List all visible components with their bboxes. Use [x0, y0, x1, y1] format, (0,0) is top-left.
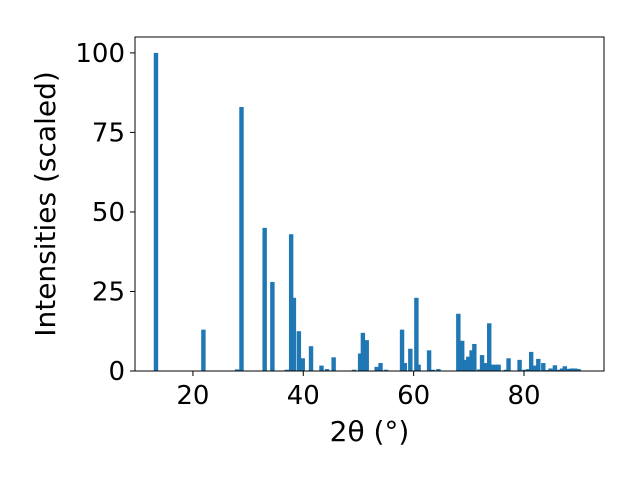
x-tick-label: 40: [287, 381, 320, 411]
x-tick-label: 60: [397, 381, 430, 411]
bar: [364, 340, 369, 371]
bar: [288, 234, 294, 371]
bar: [462, 359, 468, 371]
bar: [308, 346, 314, 371]
bar: [331, 357, 336, 371]
bar: [153, 52, 159, 372]
ticks-layer: 20 40 60 80 0 25 50 75 100: [75, 39, 540, 411]
bar: [201, 329, 206, 371]
bar: [383, 369, 389, 371]
x-tick-label: 80: [507, 381, 540, 411]
bar: [459, 340, 465, 371]
bar: [239, 106, 244, 371]
bar: [562, 366, 568, 371]
bar: [576, 369, 581, 371]
bar: [469, 350, 474, 371]
bar: [532, 365, 538, 371]
y-tick-label: 25: [92, 277, 125, 307]
bar: [479, 355, 485, 371]
bar: [552, 365, 558, 371]
x-tick-label: 20: [176, 381, 209, 411]
bars-layer: [153, 52, 581, 372]
bar: [517, 359, 522, 371]
bar: [506, 358, 511, 371]
bar: [493, 364, 499, 371]
bar: [270, 281, 275, 371]
bar: [357, 353, 363, 371]
bar: [416, 364, 421, 371]
bar: [477, 369, 482, 371]
bar: [414, 297, 419, 371]
bar: [483, 363, 489, 371]
bar: [399, 329, 405, 371]
bar: [566, 368, 571, 371]
bar: [374, 366, 379, 371]
bar: [559, 368, 565, 371]
bar: [528, 351, 534, 371]
bar: [503, 369, 508, 371]
y-tick-label: 75: [92, 118, 125, 148]
bar: [408, 348, 413, 371]
bar: [496, 364, 501, 371]
bar: [291, 297, 297, 371]
bar: [487, 323, 492, 371]
bar: [319, 365, 324, 371]
bar: [548, 368, 553, 371]
bar: [430, 369, 436, 371]
bar: [284, 369, 289, 371]
y-axis-label: Intensities (scaled): [29, 71, 62, 337]
bar: [472, 343, 477, 371]
y-tick-label: 100: [75, 39, 125, 69]
bar: [234, 369, 240, 371]
y-tick-label: 0: [108, 357, 125, 387]
bar: [296, 331, 302, 371]
x-axis-label: 2θ (°): [330, 415, 410, 448]
bar: [351, 369, 357, 371]
bar: [536, 358, 541, 371]
bar: [489, 364, 495, 371]
bar: [426, 350, 432, 371]
y-tick-label: 50: [92, 198, 125, 228]
bar: [573, 368, 578, 371]
bar: [456, 313, 461, 371]
plot-frame: [134, 36, 605, 372]
bar: [569, 368, 575, 371]
bar: [262, 227, 267, 371]
bar: [300, 358, 305, 371]
bar: [466, 356, 471, 371]
bar: [324, 369, 330, 371]
bar: [556, 369, 561, 371]
bar: [522, 369, 527, 371]
bar: [402, 363, 408, 371]
bar: [360, 332, 366, 371]
bar: [526, 369, 531, 371]
bar: [436, 369, 441, 371]
bar: [541, 363, 546, 371]
bar: [378, 363, 383, 371]
